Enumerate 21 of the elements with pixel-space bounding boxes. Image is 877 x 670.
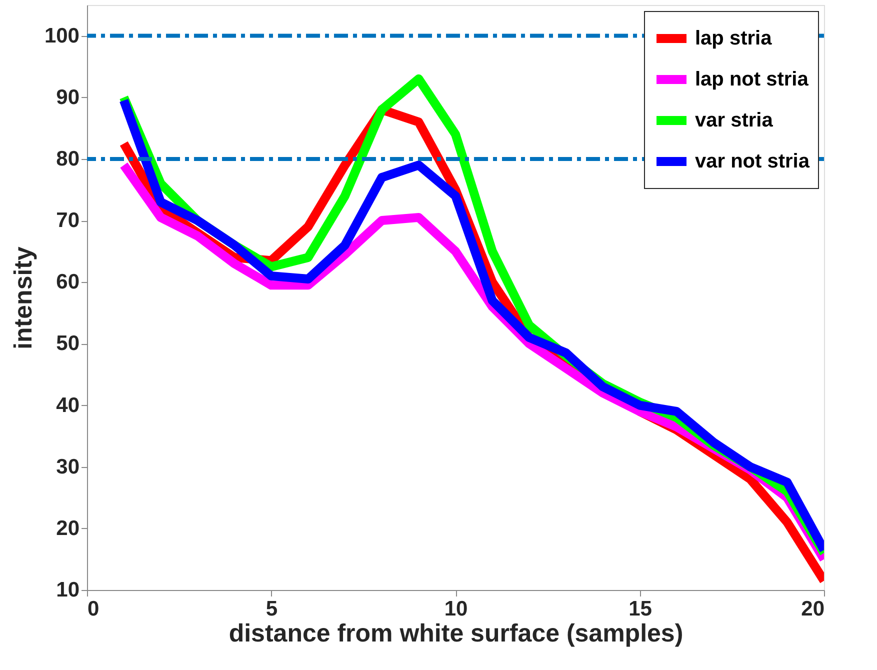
y-tick-label: 80 — [56, 147, 80, 170]
y-tick-label: 90 — [56, 86, 80, 109]
y-tick-label: 40 — [56, 394, 80, 417]
y-tick-label: 60 — [56, 270, 80, 294]
legend-label: var stria — [695, 110, 774, 132]
y-tick-label: 20 — [56, 516, 80, 540]
x-axis-title: distance from white surface (samples) — [228, 620, 684, 648]
y-tick-label: 30 — [56, 455, 80, 478]
x-tick-label: 10 — [444, 598, 468, 620]
x-tick-label: 0 — [88, 598, 100, 620]
legend-label: lap stria — [695, 28, 773, 50]
y-tick-label: 70 — [56, 209, 80, 232]
y-tick-label: 100 — [44, 24, 80, 48]
x-tick-label: 15 — [628, 598, 652, 620]
legend-label: var not stria — [695, 150, 810, 172]
x-tick-label: 5 — [266, 598, 278, 620]
y-axis-title: intensity — [9, 246, 38, 350]
legend-label: lap not stria — [695, 68, 810, 90]
y-tick-label: 50 — [56, 332, 80, 356]
x-tick-label: 20 — [801, 598, 824, 620]
y-tick-label: 10 — [56, 578, 80, 602]
